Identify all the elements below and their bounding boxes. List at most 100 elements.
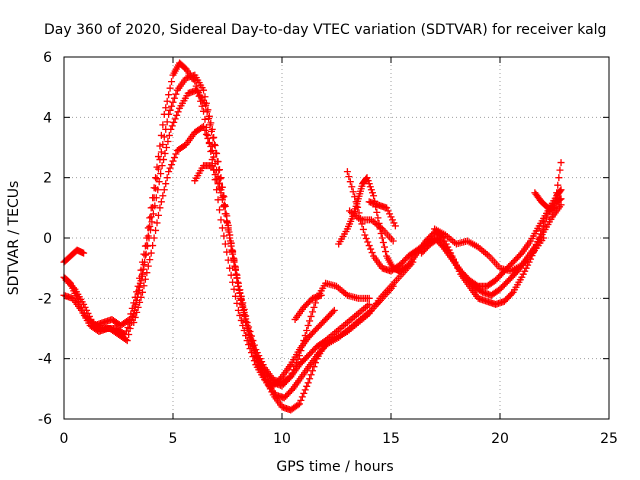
data-point <box>192 82 200 90</box>
data-point <box>149 210 157 218</box>
data-point <box>130 318 138 326</box>
data-point <box>554 181 562 189</box>
data-point <box>300 389 308 397</box>
data-point <box>87 315 95 323</box>
data-point <box>150 234 158 242</box>
chart-title: Day 360 of 2020, Sidereal Day-to-day VTE… <box>44 22 606 38</box>
data-point <box>134 303 142 311</box>
data-point <box>291 362 299 370</box>
data-point <box>200 86 208 94</box>
data-point <box>384 207 392 215</box>
data-point <box>389 237 397 245</box>
data-point <box>168 78 176 86</box>
data-point <box>210 153 218 161</box>
series-track-11 <box>365 198 399 230</box>
data-point <box>157 148 165 156</box>
data-point <box>170 154 178 162</box>
data-point <box>69 284 77 292</box>
data-point <box>246 334 254 342</box>
data-point <box>352 198 360 206</box>
data-point <box>309 308 317 316</box>
data-point <box>154 211 162 219</box>
data-point <box>125 331 133 339</box>
data-point <box>208 127 216 135</box>
data-point <box>294 401 302 409</box>
data-point <box>382 248 390 256</box>
data-point <box>361 231 369 239</box>
data-point <box>380 243 388 251</box>
data-point <box>311 359 319 367</box>
data-point <box>231 265 239 273</box>
data-point <box>249 343 257 351</box>
data-point <box>146 256 154 264</box>
data-point <box>295 400 303 408</box>
data-point <box>242 318 250 326</box>
data-point <box>147 249 155 257</box>
data-point <box>210 140 218 148</box>
data-point <box>208 147 216 155</box>
data-point <box>152 194 160 202</box>
data-point <box>163 97 171 105</box>
y-tick-labels: -6 -4 -2 0 2 4 6 <box>38 50 52 428</box>
data-point <box>146 222 154 230</box>
data-point <box>298 342 306 350</box>
data-point <box>168 122 176 130</box>
data-point <box>151 202 159 210</box>
data-point <box>133 308 141 316</box>
data-point <box>156 204 164 212</box>
data-point <box>351 193 359 201</box>
data-point <box>159 121 167 129</box>
data-point <box>304 379 312 387</box>
data-point <box>154 186 162 194</box>
data-point <box>141 275 149 283</box>
data-point <box>266 385 274 393</box>
data-point <box>173 111 181 119</box>
data-point <box>162 144 170 151</box>
data-point <box>359 225 367 233</box>
data-point <box>160 186 168 194</box>
data-point <box>139 265 147 273</box>
data-point <box>208 162 216 170</box>
data-point <box>80 300 88 308</box>
y-tick-label: -2 <box>38 291 52 307</box>
data-point <box>224 224 232 232</box>
data-point <box>144 262 152 270</box>
data-point <box>164 137 172 145</box>
data-point <box>240 310 248 318</box>
data-point <box>80 249 88 257</box>
data-point <box>161 150 169 158</box>
data-point <box>220 203 228 211</box>
data-point <box>368 189 376 197</box>
data-point <box>159 192 167 200</box>
data-point <box>557 159 565 167</box>
data-point <box>201 126 209 134</box>
data-point <box>367 245 375 253</box>
data-point <box>306 375 314 383</box>
data-point <box>85 312 93 320</box>
data-point <box>217 189 225 197</box>
data-point <box>310 303 318 311</box>
data-point <box>202 101 210 109</box>
data-point <box>301 386 309 394</box>
data-point <box>268 388 276 396</box>
y-tick-label: -6 <box>38 412 52 428</box>
data-point <box>170 94 178 102</box>
data-point <box>301 332 309 340</box>
data-point <box>236 289 244 297</box>
data-point <box>148 218 156 226</box>
data-point <box>226 264 234 272</box>
data-point <box>287 373 295 381</box>
data-point <box>345 173 353 181</box>
data-point <box>307 312 315 320</box>
data-point <box>143 269 151 277</box>
data-point <box>349 188 357 196</box>
data-point <box>365 242 373 250</box>
x-tick-labels: 0 5 10 15 20 25 <box>60 431 618 447</box>
data-point <box>212 149 220 157</box>
data-point <box>556 166 564 174</box>
data-point <box>230 257 238 265</box>
data-point <box>300 337 308 345</box>
data-point <box>167 125 175 133</box>
data-point <box>162 104 170 112</box>
